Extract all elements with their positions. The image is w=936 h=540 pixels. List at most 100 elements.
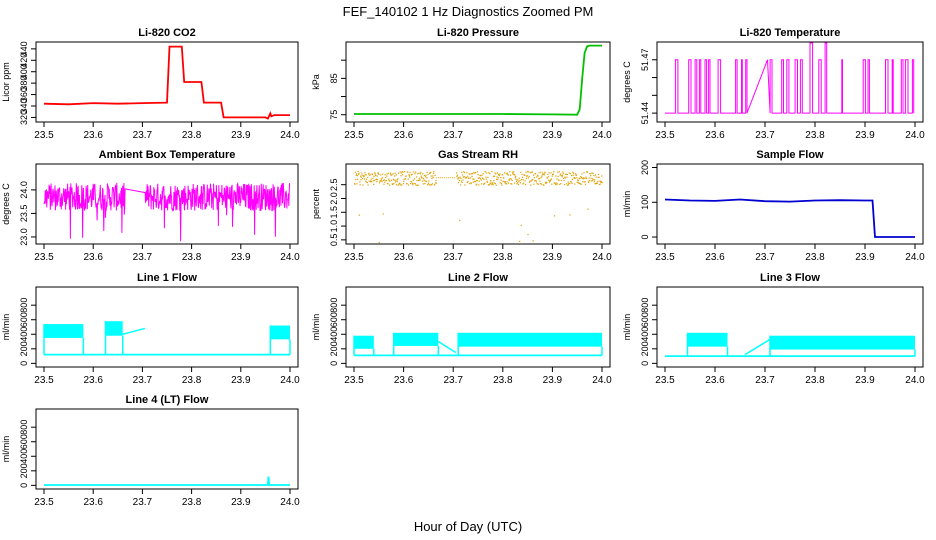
data-point bbox=[533, 176, 535, 179]
y-tick-label: 600 bbox=[19, 312, 29, 327]
data-point bbox=[593, 180, 595, 183]
data-point bbox=[507, 174, 509, 176]
data-point bbox=[530, 171, 533, 173]
data-point bbox=[492, 182, 494, 184]
data-point bbox=[481, 174, 483, 176]
data-point bbox=[592, 179, 595, 181]
panel-5: Gas Stream RH percent 23.5 23.6 23.7 23.8 23.9… bbox=[311, 149, 612, 263]
data-point bbox=[571, 178, 574, 180]
data-point bbox=[511, 179, 513, 182]
data-point bbox=[372, 177, 374, 179]
panel-1: Li-820 CO2 Licor ppm 23.5 23.6 23.7 23.8 23.9 2… bbox=[1, 27, 300, 141]
data-point bbox=[534, 180, 536, 182]
data-point bbox=[519, 179, 521, 181]
data-point bbox=[524, 174, 526, 176]
data-point bbox=[359, 181, 361, 183]
data-point bbox=[513, 171, 515, 173]
data-point bbox=[553, 171, 555, 173]
flow-segment-1 bbox=[354, 335, 374, 349]
data-point bbox=[387, 172, 389, 174]
data-point bbox=[426, 177, 428, 179]
data-point bbox=[554, 183, 556, 185]
x-tick-label: 23.9 bbox=[231, 375, 251, 386]
series-group bbox=[354, 170, 603, 244]
data-point bbox=[388, 180, 390, 182]
data-point bbox=[575, 174, 577, 177]
data-point bbox=[501, 184, 503, 186]
data-point bbox=[558, 171, 560, 173]
data-point bbox=[498, 174, 501, 177]
data-point bbox=[468, 177, 470, 179]
panel-7: Line 1 Flow ml/min 23.5 23.6 23.7 23.8 23.9 24.… bbox=[1, 272, 300, 386]
data-point bbox=[429, 184, 431, 186]
data-point bbox=[537, 175, 539, 177]
data-point bbox=[424, 180, 426, 182]
x-tick-label: 23.9 bbox=[231, 130, 251, 141]
data-point bbox=[406, 182, 408, 185]
data-point bbox=[430, 184, 433, 186]
data-point bbox=[582, 178, 584, 180]
data-point bbox=[378, 173, 380, 175]
data-point bbox=[565, 183, 568, 185]
data-point bbox=[471, 173, 473, 175]
data-point bbox=[465, 176, 467, 178]
data-point bbox=[545, 182, 547, 184]
data-point bbox=[483, 178, 485, 180]
data-point bbox=[492, 184, 494, 186]
y-tick-label: 2.0 bbox=[329, 192, 339, 205]
data-point bbox=[388, 178, 390, 180]
data-point bbox=[478, 184, 480, 186]
data-point bbox=[390, 179, 393, 181]
series-line-1 bbox=[664, 198, 915, 238]
data-point bbox=[358, 172, 360, 174]
data-point bbox=[523, 182, 525, 184]
data-point bbox=[567, 184, 570, 186]
data-point bbox=[421, 180, 424, 182]
data-point bbox=[408, 173, 410, 176]
series-group bbox=[665, 42, 915, 114]
data-point bbox=[381, 177, 383, 179]
data-point bbox=[559, 183, 561, 185]
data-point bbox=[401, 171, 403, 173]
data-point bbox=[591, 172, 593, 174]
data-point bbox=[395, 179, 397, 181]
y-tick-label: 200 bbox=[640, 341, 650, 356]
x-tick-label: 23.6 bbox=[394, 130, 414, 141]
data-point bbox=[469, 177, 472, 179]
flow-segment-2 bbox=[770, 335, 915, 350]
data-point bbox=[416, 184, 418, 186]
series-group bbox=[665, 332, 916, 357]
data-point bbox=[355, 178, 357, 181]
data-point bbox=[488, 183, 491, 185]
data-point bbox=[580, 177, 583, 179]
panel-frame bbox=[656, 163, 924, 245]
panel-frame bbox=[656, 41, 924, 123]
data-point bbox=[560, 182, 562, 185]
data-point bbox=[375, 174, 377, 177]
figure-title: FEF_140102 1 Hz Diagnostics Zoomed PM bbox=[343, 4, 594, 19]
data-point bbox=[371, 181, 373, 183]
data-point bbox=[553, 182, 555, 184]
data-point bbox=[389, 180, 391, 182]
data-point bbox=[484, 182, 486, 184]
x-tick-label: 23.8 bbox=[805, 252, 825, 263]
data-point bbox=[392, 178, 395, 181]
data-point bbox=[556, 183, 558, 185]
y-tick-label: 1.0 bbox=[329, 220, 339, 233]
data-point bbox=[414, 173, 416, 175]
data-point bbox=[466, 181, 468, 184]
series-group bbox=[43, 182, 291, 242]
data-point bbox=[594, 179, 596, 181]
data-point bbox=[555, 184, 557, 186]
x-tick-label: 24.0 bbox=[280, 497, 300, 508]
data-point bbox=[542, 172, 544, 174]
data-point bbox=[510, 183, 512, 185]
data-point bbox=[506, 181, 508, 183]
data-point bbox=[500, 182, 503, 185]
data-point bbox=[529, 180, 531, 182]
data-point bbox=[355, 174, 357, 176]
data-point bbox=[473, 180, 476, 183]
data-point bbox=[463, 171, 465, 173]
series-line-1 bbox=[43, 182, 291, 242]
data-point bbox=[588, 179, 591, 182]
